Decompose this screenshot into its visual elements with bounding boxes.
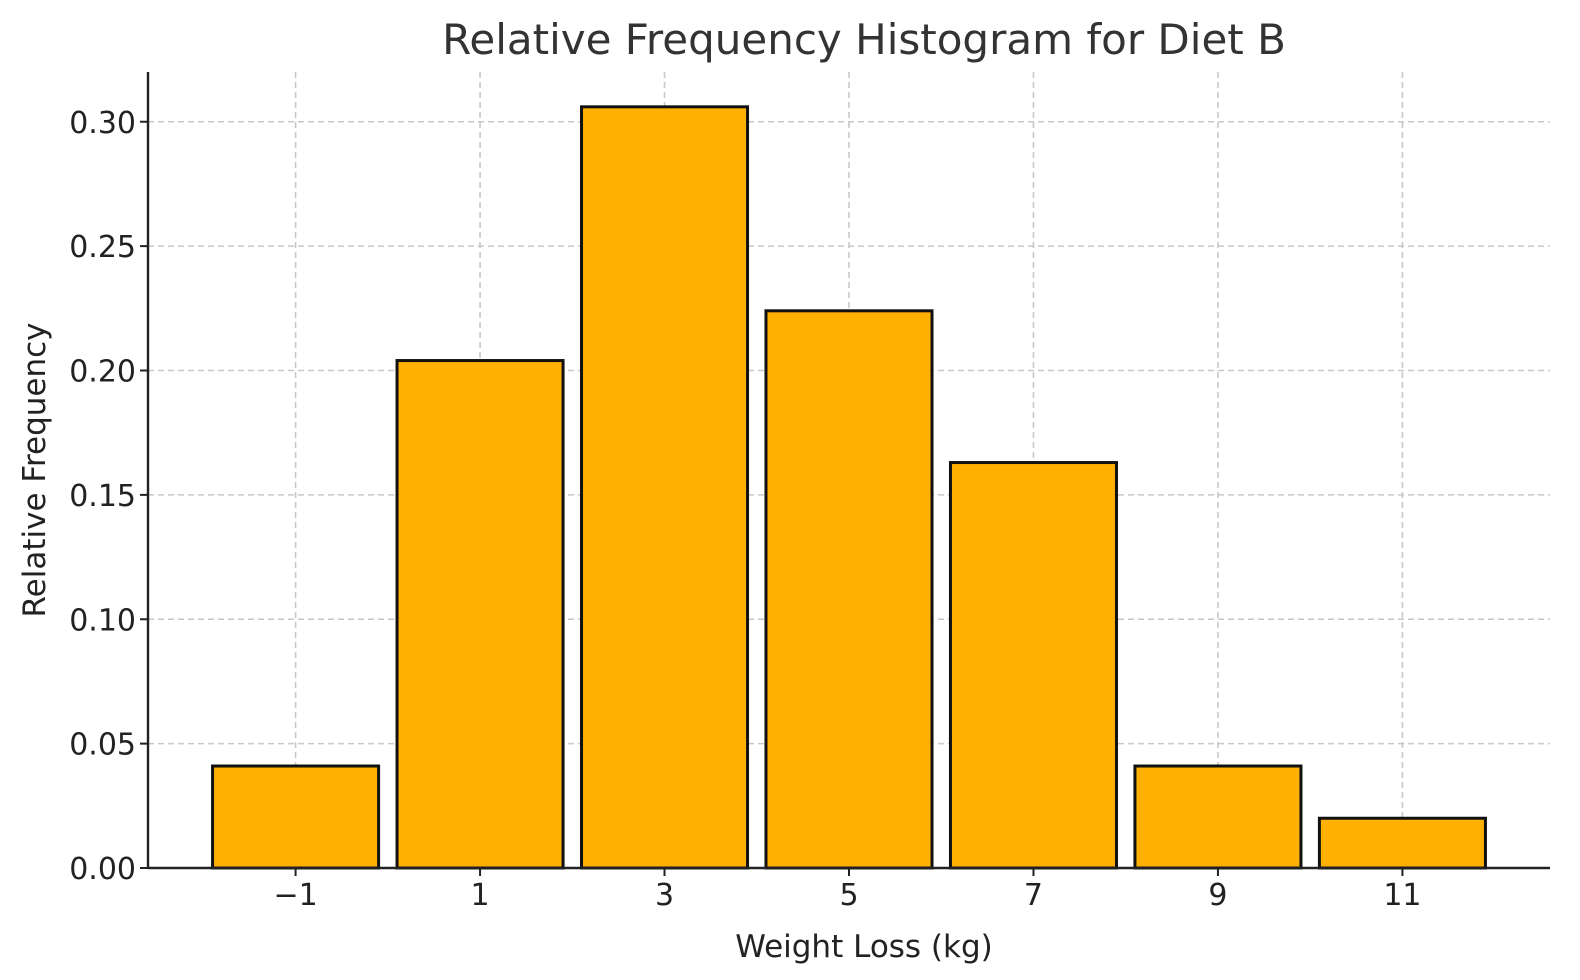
y-tick-label: 0.00 [69,852,136,887]
y-tick-label: 0.10 [69,603,136,638]
tick-layer: 0.00 0.05 0.10 0.15 0.20 0.25 0.30 −1 1 3 5 7 9 11 [69,106,1421,913]
y-tick-label: 0.15 [69,479,136,514]
histogram-bar [1317,816,1487,870]
x-tick-label: 1 [471,878,490,913]
histogram-bar [211,764,381,870]
x-tick-label: 3 [655,878,674,913]
histogram-bar [395,359,565,870]
y-tick-label: 0.20 [69,355,136,390]
y-tick-label: 0.05 [69,728,136,763]
x-axis-label: Weight Loss (kg) [735,929,993,965]
x-tick-label: 5 [839,878,858,913]
histogram-bar [580,105,750,870]
y-axis-label: Relative Frequency [17,322,53,617]
bar-layer [211,105,1487,870]
y-tick-label: 0.25 [69,230,136,265]
histogram-bar [948,461,1118,870]
histogram-bar [764,309,934,870]
x-tick-label: 9 [1208,878,1227,913]
chart-title: Relative Frequency Histogram for Diet B [442,15,1286,64]
x-tick-label: 7 [1024,878,1043,913]
x-tick-label: 11 [1383,878,1421,913]
histogram-bar [1133,764,1303,870]
x-tick-label: −1 [273,878,317,913]
y-tick-label: 0.30 [69,106,136,141]
